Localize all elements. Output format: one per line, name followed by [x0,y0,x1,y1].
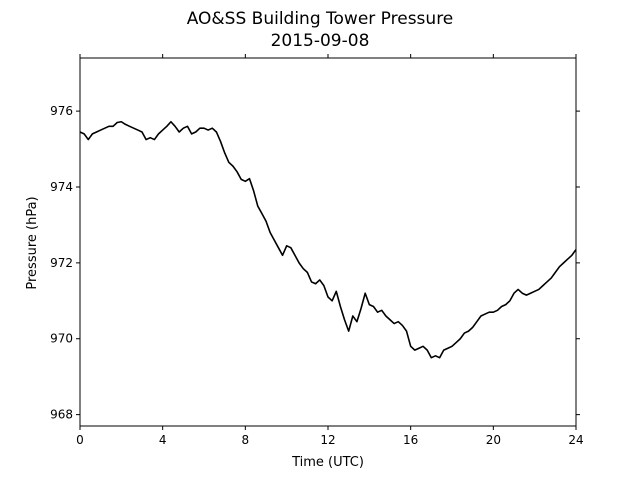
x-tick-label: 12 [320,433,335,447]
x-tick-label: 20 [486,433,501,447]
y-tick-label: 976 [50,104,73,118]
chart-title: AO&SS Building Tower Pressure [187,9,454,29]
x-tick-label: 24 [568,433,583,447]
pressure-series-line [79,120,577,359]
x-tick-label: 8 [242,433,250,447]
chart-subtitle: 2015-09-08 [271,31,370,51]
y-tick-label: 970 [50,332,73,346]
x-tick-label: 0 [76,433,84,447]
y-tick-label: 972 [50,256,73,270]
y-axis-label: Pressure (hPa) [25,196,40,289]
axes-frame [79,57,577,427]
y-tick-label: 974 [50,180,73,194]
x-axis-label: Time (UTC) [291,455,364,470]
y-tick-label: 968 [50,408,73,422]
x-tick-label: 16 [403,433,418,447]
plot-area: 0 4 8 12 16 20 24 968 970 972 974 976 [50,54,584,447]
x-tick-label: 4 [159,433,167,447]
